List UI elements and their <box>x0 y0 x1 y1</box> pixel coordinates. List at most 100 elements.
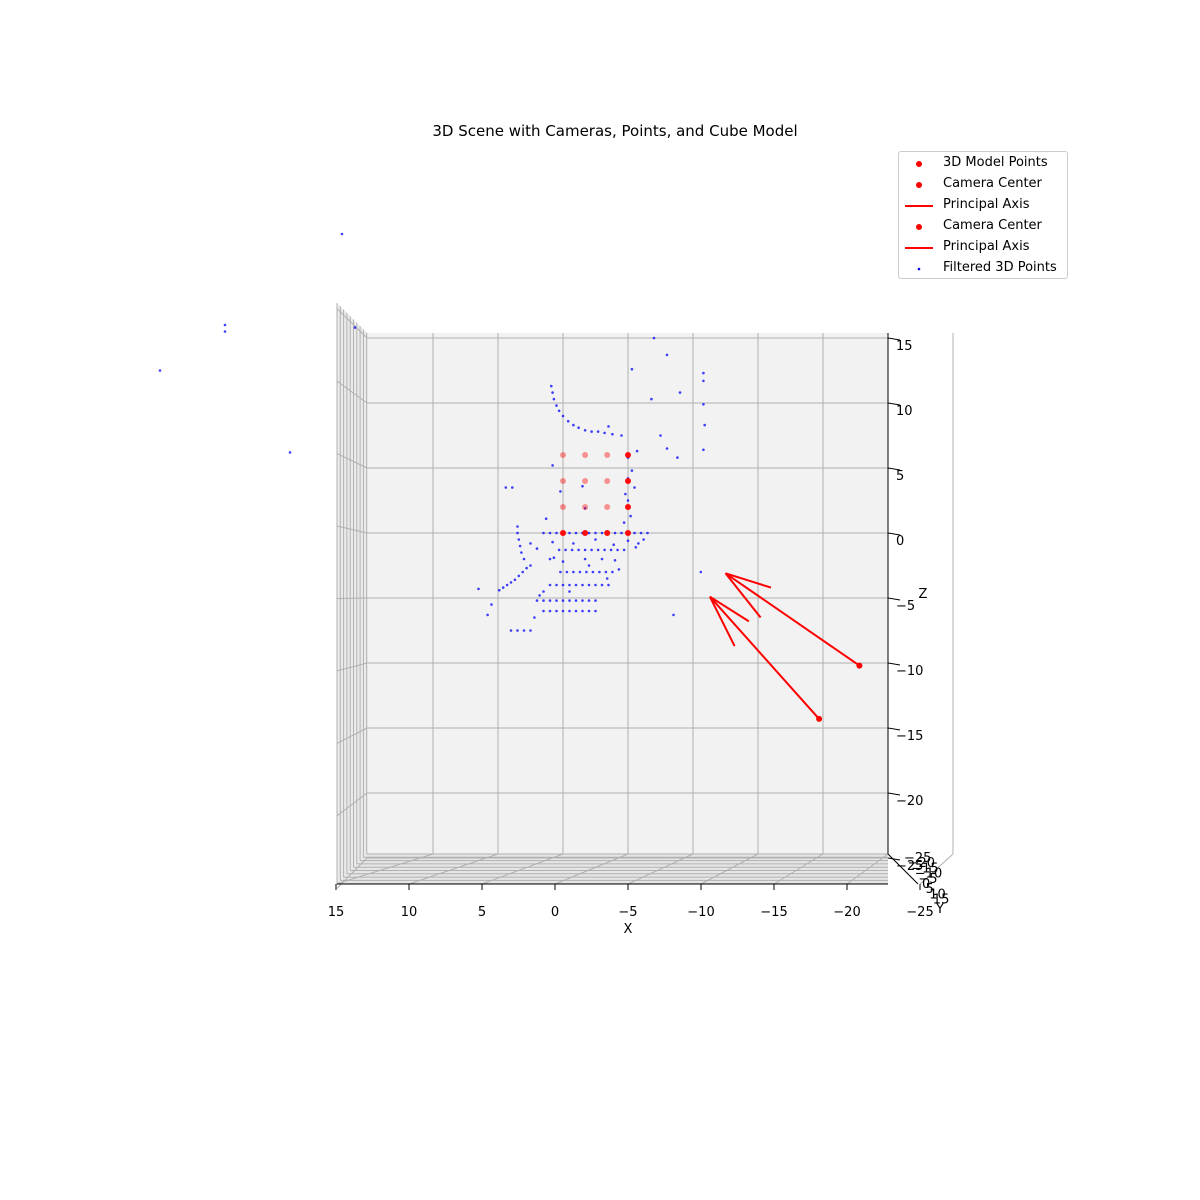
filtered-point <box>340 232 344 236</box>
model-points-series <box>560 452 631 536</box>
camera <box>724 572 863 669</box>
x-tick-label: −20 <box>833 905 860 920</box>
filtered-point <box>578 570 582 574</box>
model-point <box>625 452 631 458</box>
filtered-point <box>587 599 591 602</box>
chart-title: 3D Scene with Cameras, Points, and Cube … <box>432 122 797 140</box>
filtered-point <box>538 594 541 597</box>
filtered-point <box>620 434 623 437</box>
z-tick-label: 5 <box>896 469 904 484</box>
filtered-point <box>568 531 571 535</box>
filtered-point <box>518 544 522 548</box>
x-tick-label: 0 <box>551 905 559 920</box>
x-axis-label: X <box>624 922 633 937</box>
principal-axis <box>709 596 820 720</box>
axes-panes <box>337 303 888 884</box>
side-grid-line <box>336 662 368 672</box>
filtered-point <box>551 464 554 467</box>
filtered-point <box>570 548 574 552</box>
filtered-point <box>603 431 606 435</box>
filtered-point <box>590 430 593 433</box>
left-pane <box>337 303 367 884</box>
filtered-point <box>529 564 532 567</box>
filtered-point <box>516 525 519 528</box>
filtered-point <box>288 451 292 454</box>
filtered-point <box>607 425 610 428</box>
legend-label: Principal Axis <box>943 197 1030 212</box>
filtered-point <box>577 548 580 552</box>
filtered-point <box>587 609 591 613</box>
filtered-point <box>550 384 553 388</box>
principal-axis <box>724 572 860 667</box>
filtered-point <box>581 484 584 488</box>
filtered-point <box>568 583 571 587</box>
filtered-point <box>622 521 626 524</box>
filtered-point <box>477 587 480 591</box>
filtered-point <box>703 423 706 427</box>
filtered-point <box>581 609 584 613</box>
model-point <box>560 504 566 510</box>
filtered-point <box>702 371 705 375</box>
filtered-point <box>583 557 587 561</box>
filtered-point <box>612 543 615 546</box>
z-axis-label: Z <box>919 587 928 602</box>
filtered-point <box>626 539 630 543</box>
model-point <box>582 452 589 458</box>
filtered-point <box>574 599 578 602</box>
filtered-point <box>561 599 565 602</box>
cameras-series <box>709 572 863 722</box>
filtered-point <box>587 564 591 567</box>
filtered-point <box>594 583 597 587</box>
filtered-point <box>650 397 653 401</box>
legend-item: 3D Model Points <box>899 153 1069 174</box>
filtered-point <box>605 577 609 580</box>
floor-grid-line <box>408 853 499 885</box>
filtered-point <box>583 429 587 432</box>
model-point <box>560 452 566 458</box>
y-tick-label: −20 <box>908 856 935 871</box>
legend-label: Principal Axis <box>943 239 1030 254</box>
axis-arrowhead <box>724 572 762 619</box>
legend-item: Camera Center <box>899 174 1069 195</box>
y-tick-label: −10 <box>915 867 942 882</box>
z-tick <box>887 857 901 861</box>
filtered-point <box>665 447 669 450</box>
filtered-points-series <box>158 232 706 632</box>
filtered-point <box>544 517 548 520</box>
axis-arrowhead <box>725 572 772 589</box>
filtered-point <box>633 486 636 489</box>
filtered-point <box>630 469 634 472</box>
model-point <box>604 530 611 536</box>
filtered-point <box>642 538 645 541</box>
filtered-point <box>548 531 552 535</box>
filtered-point <box>568 609 571 613</box>
filtered-point <box>591 570 595 574</box>
y-tick-label: 5 <box>926 882 934 897</box>
filtered-point <box>634 546 638 549</box>
filtered-point <box>702 379 705 383</box>
filtered-point <box>635 449 639 453</box>
filtered-point <box>622 548 626 552</box>
filtered-point <box>529 629 532 632</box>
filtered-point <box>533 616 536 619</box>
filtered-point <box>637 542 640 545</box>
filtered-point <box>509 629 513 632</box>
filtered-point <box>665 353 669 357</box>
filtered-point <box>603 548 606 552</box>
filtered-point <box>521 570 524 574</box>
filtered-point <box>552 556 556 559</box>
filtered-point <box>594 531 597 535</box>
filtered-point <box>572 570 575 574</box>
legend-item: Camera Center <box>899 216 1069 237</box>
z-tick-label: −20 <box>896 794 923 809</box>
filtered-point <box>548 609 552 613</box>
z-tick <box>887 402 901 406</box>
filtered-point <box>517 538 521 541</box>
filtered-point <box>517 574 521 578</box>
filtered-point <box>626 499 630 502</box>
filtered-point <box>548 583 552 587</box>
z-tick <box>887 727 901 731</box>
filtered-point <box>596 548 600 552</box>
filtered-point <box>598 570 601 574</box>
legend-swatch <box>916 224 922 230</box>
